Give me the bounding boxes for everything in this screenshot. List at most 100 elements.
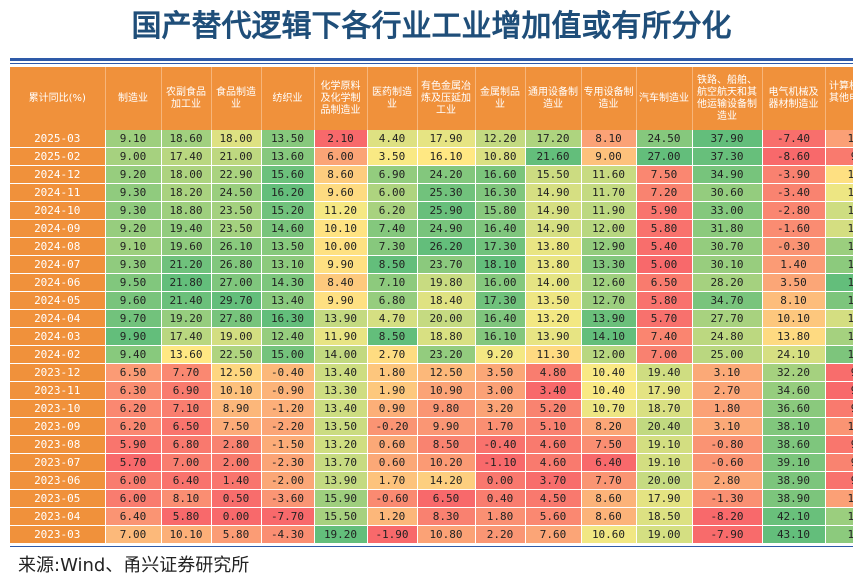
- value-cell: 34.60: [762, 381, 826, 400]
- value-cell: 2.80: [692, 471, 763, 490]
- value-cell: 11.60: [581, 165, 637, 184]
- value-cell: 13.60: [261, 147, 315, 166]
- value-cell: -0.80: [692, 435, 763, 454]
- value-cell: 13.80: [762, 327, 826, 346]
- value-cell: 13.10: [261, 255, 315, 274]
- value-cell: 4.80: [525, 363, 582, 382]
- value-cell: 9.00: [105, 147, 162, 166]
- value-cell: 30.10: [692, 255, 763, 274]
- value-cell: 4.60: [525, 453, 582, 472]
- value-cell: 5.00: [636, 255, 693, 274]
- value-cell: 6.00: [105, 471, 162, 490]
- table-row: 2024-09 9.20 19.40 23.50 14.60 10.10 7.40 24.90…: [10, 219, 853, 238]
- value-cell: 12.50: [417, 363, 476, 382]
- value-cell: -0.90: [261, 381, 315, 400]
- value-cell: 1.80: [692, 399, 763, 418]
- value-cell: 6.40: [161, 471, 212, 490]
- value-cell: 3.70: [525, 471, 582, 490]
- value-cell: 20.00: [636, 471, 693, 490]
- value-cell: 5.80: [161, 507, 212, 526]
- value-cell: 7.10: [367, 273, 418, 292]
- period-cell: 2024-11: [10, 183, 106, 202]
- value-cell: 5.70: [105, 453, 162, 472]
- value-cell: 7.60: [525, 525, 582, 544]
- table-row: 2023-03 7.00 10.10 5.80 -4.30 19.20 -1.90 10.80…: [10, 525, 853, 544]
- value-cell: 1.20: [367, 507, 418, 526]
- value-cell: 9.80: [825, 453, 853, 472]
- value-cell: 13.50: [525, 291, 582, 310]
- period-cell: 2023-11: [10, 381, 106, 400]
- value-cell: 2.20: [475, 525, 526, 544]
- value-cell: 9.90: [105, 327, 162, 346]
- period-cell: 2024-02: [10, 345, 106, 364]
- value-cell: 6.00: [367, 183, 418, 202]
- value-cell: 13.40: [314, 363, 368, 382]
- value-cell: 9.20: [105, 219, 162, 238]
- value-cell: 17.90: [417, 130, 476, 148]
- table-row: 2024-03 9.90 17.40 19.00 12.40 11.90 8.50 18.80…: [10, 327, 853, 346]
- value-cell: 30.70: [692, 237, 763, 256]
- value-cell: 6.20: [105, 417, 162, 436]
- value-cell: -8.60: [762, 147, 826, 166]
- value-cell: 24.10: [762, 345, 826, 364]
- value-cell: 29.70: [211, 291, 262, 310]
- value-cell: 14.90: [525, 183, 582, 202]
- table-row: 2024-02 9.40 13.60 22.50 15.00 14.00 2.70 23.20…: [10, 345, 853, 364]
- value-cell: 18.80: [417, 327, 476, 346]
- footer-divider: [10, 546, 853, 547]
- value-cell: 1.40: [211, 471, 262, 490]
- value-cell: 13.40: [314, 399, 368, 418]
- value-cell: 10.10: [762, 309, 826, 328]
- value-cell: -3.60: [261, 489, 315, 508]
- value-cell: 9.50: [825, 435, 853, 454]
- value-cell: 12.00: [581, 219, 637, 238]
- value-cell: 15.20: [261, 201, 315, 220]
- value-cell: 6.50: [636, 273, 693, 292]
- table-row: 2024-07 9.30 21.20 26.80 13.10 9.90 8.50 23.70 1…: [10, 255, 853, 274]
- value-cell: 14.00: [525, 273, 582, 292]
- value-cell: 15.90: [314, 489, 368, 508]
- value-cell: 18.00: [161, 165, 212, 184]
- column-header: 医药制造业: [367, 67, 418, 130]
- value-cell: 9.60: [105, 291, 162, 310]
- period-cell: 2023-07: [10, 453, 106, 472]
- value-cell: 6.00: [314, 147, 368, 166]
- value-cell: 14.50: [825, 525, 853, 544]
- value-cell: 39.10: [762, 453, 826, 472]
- value-cell: 10.20: [417, 453, 476, 472]
- value-cell: 31.80: [692, 219, 763, 238]
- value-cell: 17.90: [636, 489, 693, 508]
- value-cell: 27.80: [211, 309, 262, 328]
- value-cell: 13.40: [261, 291, 315, 310]
- value-cell: 13.30: [314, 381, 368, 400]
- period-cell: 2023-05: [10, 489, 106, 508]
- table-row: 2023-12 6.50 7.70 12.50 -0.40 13.40 1.80 12.50 3…: [10, 363, 853, 382]
- value-cell: 14.60: [261, 219, 315, 238]
- value-cell: 16.40: [475, 219, 526, 238]
- period-cell: 2024-03: [10, 327, 106, 346]
- column-header: 汽车制造业: [636, 67, 693, 130]
- value-cell: 34.90: [692, 165, 763, 184]
- value-cell: 37.90: [692, 130, 763, 148]
- column-header: 食品制造业: [211, 67, 262, 130]
- value-cell: 7.40: [367, 219, 418, 238]
- value-cell: 8.10: [581, 130, 637, 148]
- value-cell: 5.10: [525, 417, 582, 436]
- value-cell: 14.20: [417, 471, 476, 490]
- period-cell: 2024-10: [10, 201, 106, 220]
- value-cell: 18.40: [417, 291, 476, 310]
- value-cell: 17.40: [161, 327, 212, 346]
- value-cell: 43.10: [762, 525, 826, 544]
- value-cell: -7.90: [692, 525, 763, 544]
- value-cell: 5.60: [525, 507, 582, 526]
- table-row: 2023-11 6.30 6.90 10.10 -0.90 13.30 1.90 10.90 3…: [10, 381, 853, 400]
- table-body: 2025-03 9.10 18.60 18.00 13.50 2.10 4.40 17.90 1…: [10, 130, 853, 544]
- value-cell: 24.50: [211, 183, 262, 202]
- value-cell: 16.30: [475, 183, 526, 202]
- period-cell: 2025-02: [10, 147, 106, 166]
- value-cell: -0.40: [261, 363, 315, 382]
- value-cell: 20.00: [417, 309, 476, 328]
- value-cell: 14.20: [825, 237, 853, 256]
- column-header: 金属制品业: [475, 67, 526, 130]
- page-title: 国产替代逻辑下各行业工业增加值或有所分化: [131, 9, 732, 44]
